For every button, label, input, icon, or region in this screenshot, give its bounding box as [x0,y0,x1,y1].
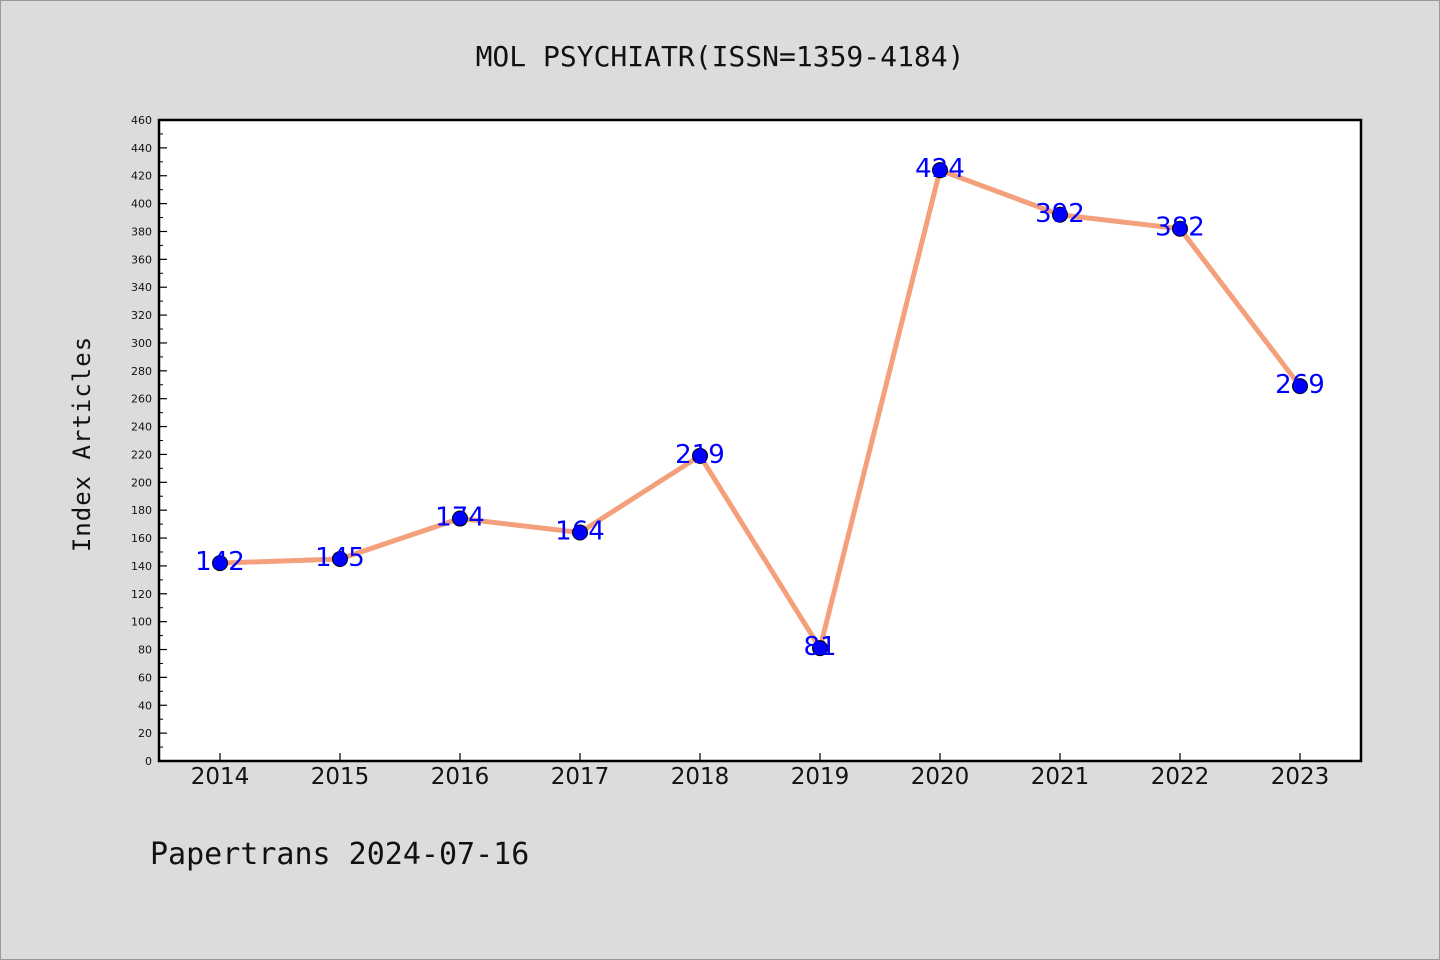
y-axis: 0 20 40 60 80 100 120 140 160 180 200 220 240 260 280 3… [131,114,167,768]
data-point [452,510,468,527]
data-label: 164 [555,516,605,546]
y-tick-label: 20 [138,727,152,740]
data-point [812,640,828,657]
data-point [572,524,588,541]
data-label: 81 [803,632,836,662]
x-tick-label: 2020 [911,764,970,790]
data-label: 219 [675,440,725,470]
y-tick-label: 400 [131,198,152,211]
y-tick-label: 420 [131,170,152,183]
data-point [1172,220,1188,237]
x-axis: 2014 2015 2016 2017 2018 2019 2020 2021 2022 2023 [191,753,1330,790]
data-label: 145 [315,543,365,573]
series-line [219,167,1302,651]
y-tick-label: 300 [131,337,152,350]
data-label: 142 [195,547,245,577]
data-label: 174 [435,503,485,533]
y-tick-label: 280 [131,365,152,378]
y-tick-label: 100 [131,616,152,629]
data-label: 269 [1275,370,1325,400]
x-tick-label: 2023 [1271,764,1330,790]
chart-title: MOL PSYCHIATR(ISSN=1359-4184) [476,40,965,73]
x-tick-label: 2018 [671,764,730,790]
y-tick-label: 60 [138,671,152,684]
data-point [932,162,948,179]
x-tick-label: 2021 [1031,764,1090,790]
x-tick-label: 2016 [431,764,490,790]
y-tick-label: 40 [138,699,152,712]
y-tick-label: 460 [131,114,152,127]
y-tick-label: 120 [131,588,152,601]
y-tick-label: 220 [131,448,152,461]
y-tick-label: 80 [138,644,152,657]
data-point [692,447,708,464]
y-tick-label: 380 [131,225,152,238]
y-tick-label: 260 [131,393,152,406]
data-point [332,550,348,567]
y-tick-label: 340 [131,281,152,294]
x-tick-label: 2015 [311,764,370,790]
y-tick-label: 0 [145,755,152,768]
y-tick-label: 360 [131,253,152,266]
series-index-articles: 142 145 174 164 219 81 424 392 382 269 [195,154,1325,662]
data-label: 392 [1035,199,1085,229]
y-tick-label: 240 [131,421,152,434]
footer-note: Papertrans 2024-07-16 [150,837,529,872]
data-point [1292,378,1308,395]
y-tick-label: 140 [131,560,152,573]
x-tick-label: 2022 [1151,764,1210,790]
x-tick-label: 2017 [551,764,610,790]
data-label: 382 [1155,213,1205,243]
y-axis-label: Index Articles [68,336,96,552]
x-tick-label: 2014 [191,764,250,790]
y-tick-label: 160 [131,532,152,545]
x-tick-label: 2019 [791,764,850,790]
data-point [1052,206,1068,223]
y-tick-label: 440 [131,142,152,155]
data-label: 424 [915,154,965,184]
y-tick-label: 320 [131,309,152,322]
y-tick-label: 200 [131,476,152,489]
y-tick-label: 180 [131,504,152,517]
data-point [212,555,228,572]
